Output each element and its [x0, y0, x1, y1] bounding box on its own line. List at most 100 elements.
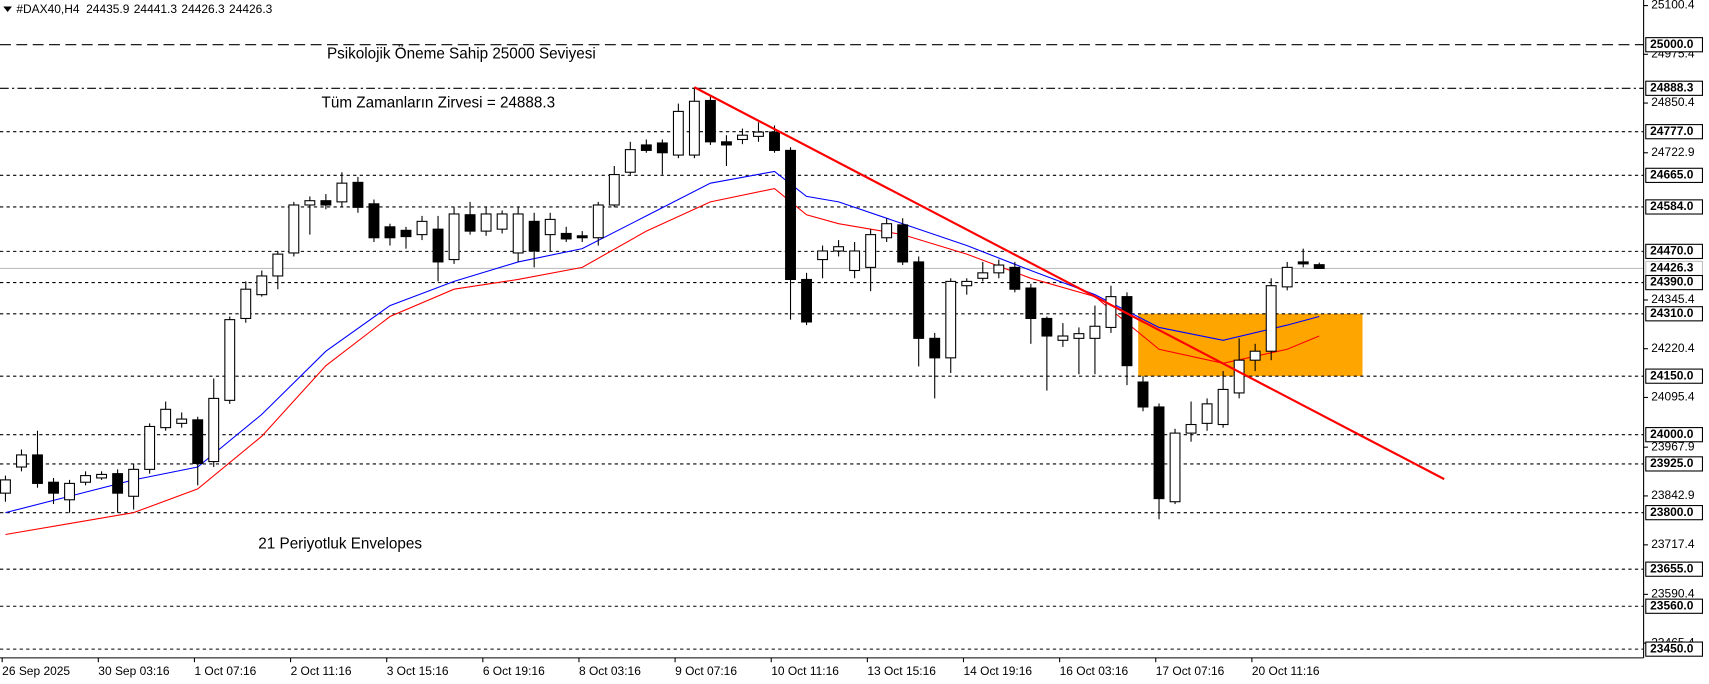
y-tick-label: 23842.9: [1651, 488, 1695, 502]
candle-body: [320, 200, 332, 206]
candle-body: [272, 253, 284, 277]
candle-body: [1121, 296, 1133, 367]
x-tick-label: 17 Oct 07:16: [1156, 664, 1225, 678]
level-label: 25000.0: [1650, 37, 1694, 51]
x-tick-label: 1 Oct 07:16: [194, 664, 256, 678]
level-label-box: [1645, 505, 1704, 521]
candle-body: [801, 278, 812, 323]
x-tick-label: 16 Oct 03:16: [1060, 664, 1129, 678]
candle-body: [897, 224, 909, 263]
header-low: 24426.3: [181, 2, 225, 16]
level-label: 24584.0: [1650, 199, 1694, 213]
annotation: Tüm Zamanların Zirvesi = 24888.3: [322, 95, 556, 112]
menu-triangle[interactable]: [3, 6, 12, 12]
candle-body: [368, 203, 380, 239]
candle-body: [160, 408, 172, 429]
candle-body: [849, 250, 861, 272]
candle-body: [945, 280, 957, 359]
level-label-box: [1645, 274, 1704, 291]
annotation: 21 Periyotluk Envelopes: [258, 536, 422, 553]
candle-body: [176, 418, 188, 424]
level-label-box: [1645, 456, 1704, 472]
candle-body: [817, 250, 829, 261]
x-tick-label: 13 Oct 15:16: [867, 664, 936, 678]
y-tick-label: 23717.4: [1651, 537, 1695, 551]
candle-body: [16, 454, 27, 468]
candle-body: [304, 200, 316, 206]
plot-area: [0, 44, 1644, 650]
candle-body: [448, 213, 460, 261]
x-tick-label: 3 Oct 15:16: [387, 664, 449, 678]
level-label-box: [1645, 37, 1704, 53]
candle-body: [993, 264, 1005, 274]
candle-body: [1009, 266, 1021, 290]
candle-body: [496, 213, 508, 230]
candle-body: [336, 182, 348, 203]
candle-body: [929, 337, 941, 359]
x-tick-label: 26 Sep 2025: [2, 664, 70, 678]
y-tick-label: 24095.4: [1651, 390, 1695, 404]
candle-body: [913, 261, 925, 339]
candle-body: [1089, 325, 1101, 339]
header-open: 24435.9: [86, 2, 130, 16]
x-tick-label: 2 Oct 11:16: [291, 664, 352, 678]
y-tick-label: 23967.9: [1651, 439, 1695, 453]
candle-body: [1233, 359, 1245, 394]
candle-body: [256, 275, 268, 296]
candle-body: [656, 142, 668, 154]
candle-body: [1057, 335, 1069, 341]
y-tick-label: 23590.4: [1651, 587, 1695, 601]
level-label-box: [1645, 167, 1704, 183]
candle-body: [608, 174, 620, 206]
x-tick-label: 9 Oct 07:16: [675, 664, 737, 678]
y-tick-label: 25100.4: [1651, 0, 1695, 12]
x-tick-label: 6 Oct 19:16: [483, 664, 545, 678]
candle-body: [753, 131, 764, 137]
trendline: [693, 86, 1445, 481]
x-axis: 26 Sep 2025 30 Sep 03:16 1 Oct 07:16 2 Oct …: [1, 657, 1320, 678]
annotation: Psikolojik Öneme Sahip 25000 Seviyesi: [327, 44, 596, 62]
candle-body: [48, 481, 59, 494]
x-tick-label: 10 Oct 11:16: [771, 664, 839, 678]
level-label: 24000.0: [1650, 427, 1694, 441]
candle-body: [592, 204, 604, 239]
candle-body: [961, 280, 973, 287]
candle-body: [672, 110, 684, 156]
candle-body: [624, 149, 636, 173]
candle-body: [640, 144, 652, 151]
candle-body: [1265, 285, 1277, 352]
candle-body: [833, 246, 845, 252]
candle-body: [64, 482, 75, 501]
y-axis: 25100.424975.424850.424722.924345.424220…: [1643, 0, 1704, 657]
candle-body: [80, 475, 92, 483]
y-tick-label: 24345.4: [1651, 292, 1695, 306]
level-label: 24150.0: [1650, 368, 1694, 382]
candle-body: [528, 220, 540, 252]
candle-body: [1281, 266, 1293, 288]
level-label: 24470.0: [1650, 244, 1694, 258]
level-label: 24665.0: [1650, 168, 1694, 182]
candle-body: [416, 220, 428, 236]
level-label: 24390.0: [1650, 275, 1694, 289]
symbol: #DAX40,H4: [16, 2, 80, 16]
x-tick-label: 14 Oct 19:16: [963, 664, 1032, 678]
level-label: 24310.0: [1650, 306, 1694, 320]
level-label-box: [1645, 199, 1704, 215]
candle-body: [1217, 388, 1229, 426]
level-label: 23800.0: [1650, 505, 1694, 519]
candle-body: [96, 473, 108, 479]
candle-body: [400, 229, 412, 238]
candle-body: [785, 149, 796, 281]
candle-body: [576, 235, 588, 239]
candle-body: [737, 134, 748, 141]
x-tick-label: 30 Sep 03:16: [98, 664, 170, 678]
candle-body: [144, 425, 156, 470]
y-tick-label: 24850.4: [1651, 95, 1695, 109]
candle-body: [1137, 381, 1149, 408]
candle-body: [288, 204, 300, 254]
candle-body: [1313, 264, 1325, 269]
level-label-box: [1645, 80, 1704, 96]
candle-body: [32, 454, 43, 484]
